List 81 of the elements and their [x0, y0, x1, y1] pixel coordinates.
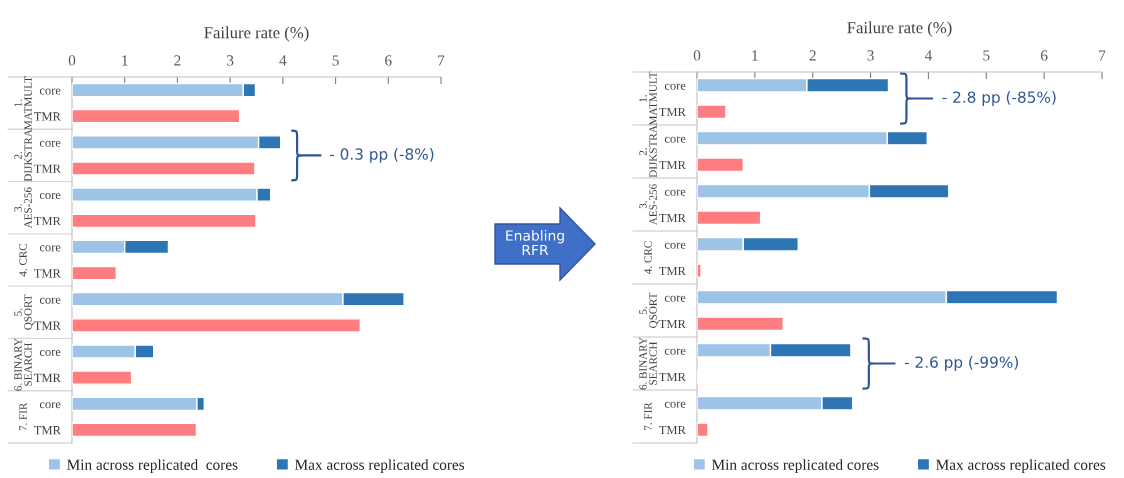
y-tick-label: core — [39, 349, 61, 356]
y-tick-label: core — [664, 295, 686, 302]
legend-label: Min across replicated cores — [67, 459, 238, 473]
text: 6. BINARY SEARCH — [639, 337, 657, 390]
bar — [697, 157, 744, 173]
x-tick-label: 3 — [227, 55, 234, 66]
x-tick-label: 5 — [332, 55, 339, 66]
text: 6. BINARY SEARCH — [14, 338, 32, 391]
y-tick-label: TMR — [34, 426, 61, 435]
bar — [697, 104, 727, 120]
y-tick-label: core — [39, 140, 61, 147]
x-tick-label: 4 — [279, 55, 287, 66]
y-tick-label: TMR — [659, 372, 686, 382]
y-tick-label: TMR — [34, 269, 61, 278]
x-axis-title: Failure rate (%) — [204, 26, 309, 42]
y-tick-label: core — [664, 189, 686, 196]
y-tick-label: core — [664, 348, 686, 355]
bar — [697, 422, 709, 438]
x-tick-label: 0 — [68, 55, 76, 66]
y-tick-label: TMR — [659, 160, 686, 170]
text: 5. QSORT — [639, 292, 659, 328]
bar — [697, 263, 702, 279]
text: 7. FIR — [644, 402, 652, 430]
text: 5. QSORT — [14, 294, 34, 330]
bar — [697, 210, 762, 226]
bar — [72, 318, 362, 333]
text: 7. FIR — [19, 402, 27, 431]
text: 1. MATMULT — [639, 71, 657, 126]
x-tick-label: 5 — [983, 50, 990, 61]
text: 3. AES-256 — [639, 184, 657, 226]
legend-label: Max across replicated cores — [936, 459, 1106, 474]
annotation: - 2.6 pp (-99%) — [904, 356, 1018, 371]
y-tick-label: core — [39, 402, 61, 409]
y-tick-label: core — [39, 193, 61, 200]
y-tick-label: TMR — [659, 266, 686, 276]
bar — [72, 422, 198, 438]
bar — [72, 108, 241, 124]
y-tick-label: TMR — [34, 373, 61, 382]
y-tick-label: core — [39, 245, 61, 252]
annotation: - 0.3 pp (-8%) — [329, 148, 434, 163]
x-tick-label: 7 — [1099, 50, 1106, 61]
x-tick-label: 6 — [1040, 50, 1048, 61]
y-tick-label: core — [39, 297, 61, 304]
bar — [72, 161, 256, 176]
y-tick-label: TMR — [659, 107, 686, 117]
text: 4. CRC — [19, 243, 27, 277]
x-tick-label: 4 — [924, 50, 933, 61]
x-tick-label: 0 — [693, 50, 701, 61]
y-tick-label: TMR — [34, 321, 61, 330]
text: Enabling RFR — [506, 230, 564, 256]
x-tick-label: 7 — [438, 55, 445, 66]
x-tick-label: 3 — [867, 50, 874, 61]
x-tick-label: 2 — [809, 50, 816, 61]
y-tick-label: core — [664, 83, 686, 90]
y-tick-label: core — [39, 88, 61, 95]
bar — [697, 316, 784, 332]
y-tick-label: core — [664, 136, 686, 143]
bar — [72, 370, 133, 385]
legend-label: Min across replicated cores — [712, 459, 879, 474]
y-tick-label: TMR — [34, 216, 61, 226]
legend-label: Max across replicated cores — [295, 459, 465, 473]
y-tick-label: TMR — [34, 164, 61, 173]
y-tick-label: TMR — [34, 112, 61, 121]
text: 4. CRC — [644, 241, 652, 274]
text: 1. MATMULT — [14, 76, 32, 130]
y-tick-label: core — [664, 401, 686, 408]
x-axis-title: Failure rate (%) — [847, 21, 952, 37]
x-tick-label: 6 — [385, 55, 392, 66]
x-tick-label: 1 — [122, 55, 128, 66]
y-tick-label: core — [664, 242, 686, 249]
annotation: - 2.8 pp (-85%) — [942, 91, 1056, 106]
text: 3. AES-256 — [14, 187, 32, 229]
bar — [72, 213, 257, 229]
y-tick-label: TMR — [659, 319, 686, 329]
text: 2. DIJKSTRA — [14, 129, 32, 182]
y-tick-label: TMR — [659, 213, 686, 223]
text: 2. DIJKSTRA — [639, 125, 657, 178]
x-tick-label: 1 — [752, 50, 758, 61]
x-tick-label: 2 — [174, 55, 181, 66]
y-tick-label: TMR — [659, 425, 686, 435]
bar — [72, 265, 117, 281]
